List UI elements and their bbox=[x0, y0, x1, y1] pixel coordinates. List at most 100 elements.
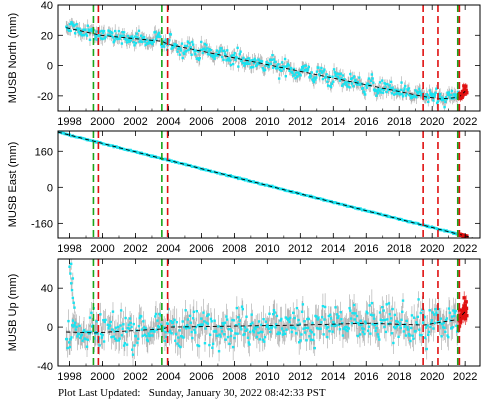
y-tick-label: 0 bbox=[47, 322, 53, 334]
data-point bbox=[446, 91, 449, 94]
data-point bbox=[395, 325, 399, 328]
data-point bbox=[409, 339, 412, 343]
data-point bbox=[423, 315, 426, 319]
data-point bbox=[301, 303, 305, 306]
data-point bbox=[169, 319, 173, 323]
data-point bbox=[139, 315, 143, 318]
data-point bbox=[168, 329, 172, 333]
data-point bbox=[382, 309, 385, 312]
data-point bbox=[233, 336, 236, 340]
data-point bbox=[386, 318, 389, 321]
data-point bbox=[94, 36, 98, 39]
data-point bbox=[371, 77, 374, 80]
data-point bbox=[237, 65, 240, 68]
data-point bbox=[414, 89, 417, 92]
data-point bbox=[299, 74, 302, 77]
data-point bbox=[243, 64, 246, 67]
data-point bbox=[179, 47, 182, 50]
data-point bbox=[87, 330, 90, 334]
data-point bbox=[249, 59, 252, 62]
data-point bbox=[374, 329, 377, 332]
y-axis-label: MUSB Up (mm) bbox=[7, 274, 19, 352]
data-point bbox=[198, 56, 201, 60]
data-point bbox=[122, 323, 125, 326]
data-point bbox=[135, 32, 138, 35]
data-point bbox=[326, 84, 330, 87]
data-point bbox=[375, 89, 379, 93]
recent-point bbox=[463, 316, 468, 321]
data-point bbox=[254, 325, 258, 329]
data-point bbox=[282, 67, 285, 71]
data-point bbox=[162, 40, 165, 43]
data-point bbox=[305, 339, 308, 342]
data-point bbox=[300, 310, 304, 313]
data-point bbox=[329, 317, 333, 320]
data-point bbox=[355, 321, 358, 324]
data-point bbox=[313, 346, 316, 350]
data-point bbox=[189, 321, 193, 324]
data-point bbox=[125, 343, 129, 346]
data-point bbox=[209, 317, 213, 321]
data-point bbox=[320, 66, 323, 70]
data-point bbox=[280, 69, 283, 73]
data-point bbox=[323, 68, 326, 71]
data-point bbox=[300, 68, 303, 72]
data-point bbox=[349, 72, 352, 76]
data-point bbox=[116, 37, 120, 41]
data-point bbox=[444, 100, 447, 104]
data-point bbox=[217, 325, 220, 328]
data-point bbox=[366, 329, 370, 332]
data-point bbox=[240, 58, 244, 61]
data-point bbox=[191, 336, 194, 340]
data-point bbox=[310, 71, 313, 74]
data-point bbox=[393, 313, 397, 317]
data-point bbox=[340, 84, 344, 87]
data-point bbox=[177, 47, 180, 50]
data-point bbox=[156, 35, 159, 38]
data-point bbox=[378, 338, 381, 341]
data-point bbox=[340, 321, 344, 325]
data-point bbox=[230, 329, 233, 332]
data-point bbox=[145, 335, 148, 338]
data-point bbox=[255, 63, 259, 67]
data-point bbox=[447, 335, 450, 339]
data-point bbox=[68, 23, 72, 26]
data-point bbox=[261, 66, 265, 70]
trend-line bbox=[66, 27, 466, 100]
data-point bbox=[234, 324, 238, 327]
data-point bbox=[136, 37, 140, 40]
data-point bbox=[406, 326, 409, 329]
data-point bbox=[117, 339, 121, 342]
outlier-point bbox=[68, 265, 71, 268]
x-tick-label: 2006 bbox=[189, 371, 213, 383]
data-point bbox=[378, 311, 382, 314]
data-point bbox=[113, 39, 116, 42]
data-point bbox=[433, 93, 437, 97]
data-point bbox=[132, 41, 135, 44]
data-point bbox=[309, 329, 312, 332]
data-point bbox=[117, 29, 121, 33]
data-point bbox=[278, 68, 282, 72]
data-point bbox=[373, 323, 377, 327]
data-point bbox=[439, 317, 443, 320]
data-point bbox=[231, 62, 235, 66]
data-point bbox=[196, 344, 199, 347]
data-point bbox=[203, 42, 207, 46]
data-point bbox=[251, 65, 255, 69]
data-point bbox=[220, 55, 224, 59]
data-point bbox=[88, 29, 91, 33]
data-point bbox=[415, 90, 419, 94]
data-point bbox=[84, 28, 87, 32]
data-point bbox=[143, 40, 147, 43]
data-point bbox=[323, 318, 326, 321]
data-point bbox=[363, 93, 367, 96]
data-point bbox=[282, 329, 285, 333]
data-point bbox=[154, 38, 158, 41]
x-tick-label: 2018 bbox=[387, 116, 411, 128]
data-point bbox=[274, 326, 277, 329]
data-point bbox=[344, 81, 348, 84]
data-point bbox=[212, 54, 216, 58]
data-point bbox=[269, 330, 272, 334]
data-point bbox=[315, 327, 319, 330]
data-point bbox=[451, 326, 454, 329]
